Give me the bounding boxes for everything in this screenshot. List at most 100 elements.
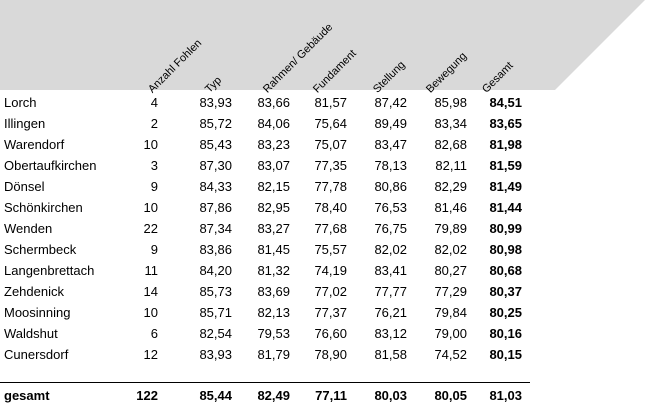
cell-place-name: Schermbeck	[4, 242, 77, 257]
table-row: Waldshut 6 82,54 79,53 76,60 83,12 79,00 80,16	[0, 323, 530, 344]
cell-place-name: Obertaufkirchen	[4, 158, 97, 173]
cell-bewegung: 80,27	[434, 263, 467, 278]
total-bewegung: 80,05	[434, 388, 467, 403]
cell-bewegung: 82,02	[434, 242, 467, 257]
cell-stellung: 89,49	[374, 116, 407, 131]
cell-rahmen-gebaeude: 82,13	[257, 305, 290, 320]
cell-fundament: 75,07	[314, 137, 347, 152]
cell-gesamt: 83,65	[489, 116, 522, 131]
cell-place-name: Dönsel	[4, 179, 45, 194]
cell-anzahl-fohlen: 6	[150, 326, 158, 341]
cell-anzahl-fohlen: 2	[150, 116, 158, 131]
cell-anzahl-fohlen: 12	[143, 347, 158, 362]
cell-place-name: Illingen	[4, 116, 46, 131]
table-row: Cunersdorf 12 83,93 81,79 78,90 81,58 74,52 80,…	[0, 344, 530, 365]
cell-gesamt: 81,44	[489, 200, 522, 215]
cell-place-name: Langenbrettach	[4, 263, 95, 278]
cell-gesamt: 80,25	[489, 305, 522, 320]
cell-place-name: Wenden	[4, 221, 53, 236]
cell-gesamt: 80,37	[489, 284, 522, 299]
total-separator	[0, 382, 530, 383]
cell-gesamt: 80,16	[489, 326, 522, 341]
cell-anzahl-fohlen: 9	[150, 242, 158, 257]
cell-place-name: Cunersdorf	[4, 347, 69, 362]
cell-fundament: 77,78	[314, 179, 347, 194]
total-anzahl-fohlen: 122	[136, 388, 158, 403]
cell-rahmen-gebaeude: 83,66	[257, 95, 290, 110]
cell-anzahl-fohlen: 10	[143, 305, 158, 320]
cell-bewegung: 85,98	[434, 95, 467, 110]
cell-fundament: 81,57	[314, 95, 347, 110]
table-row: Langenbrettach 11 84,20 81,32 74,19 83,41 80,2…	[0, 260, 530, 281]
cell-rahmen-gebaeude: 83,27	[257, 221, 290, 236]
cell-fundament: 77,37	[314, 305, 347, 320]
cell-stellung: 82,02	[374, 242, 407, 257]
cell-fundament: 75,64	[314, 116, 347, 131]
cell-stellung: 83,41	[374, 263, 407, 278]
cell-typ: 83,93	[199, 95, 232, 110]
cell-typ: 87,34	[199, 221, 232, 236]
cell-stellung: 76,21	[374, 305, 407, 320]
table-row: Moosinning 10 85,71 82,13 77,37 76,21 79,84 80,…	[0, 302, 530, 323]
cell-fundament: 77,68	[314, 221, 347, 236]
cell-fundament: 77,35	[314, 158, 347, 173]
cell-anzahl-fohlen: 10	[143, 137, 158, 152]
header-band	[0, 0, 645, 90]
cell-gesamt: 80,98	[489, 242, 522, 257]
cell-stellung: 83,12	[374, 326, 407, 341]
cell-place-name: Moosinning	[4, 305, 71, 320]
cell-place-name: Waldshut	[4, 326, 58, 341]
total-stellung: 80,03	[374, 388, 407, 403]
cell-bewegung: 82,68	[434, 137, 467, 152]
cell-gesamt: 80,99	[489, 221, 522, 236]
cell-rahmen-gebaeude: 82,15	[257, 179, 290, 194]
total-typ: 85,44	[199, 388, 232, 403]
cell-typ: 84,20	[199, 263, 232, 278]
cell-anzahl-fohlen: 9	[150, 179, 158, 194]
cell-gesamt: 80,15	[489, 347, 522, 362]
cell-typ: 83,86	[199, 242, 232, 257]
table-row: Wenden 22 87,34 83,27 77,68 76,75 79,89 80,99	[0, 218, 530, 239]
cell-typ: 85,43	[199, 137, 232, 152]
cell-bewegung: 83,34	[434, 116, 467, 131]
cell-gesamt: 80,68	[489, 263, 522, 278]
cell-rahmen-gebaeude: 82,95	[257, 200, 290, 215]
cell-bewegung: 82,29	[434, 179, 467, 194]
total-fundament: 77,11	[315, 388, 347, 403]
cell-typ: 85,73	[199, 284, 232, 299]
cell-rahmen-gebaeude: 83,07	[257, 158, 290, 173]
cell-rahmen-gebaeude: 79,53	[257, 326, 290, 341]
cell-place-name: Zehdenick	[4, 284, 64, 299]
cell-fundament: 77,02	[314, 284, 347, 299]
cell-stellung: 83,47	[374, 137, 407, 152]
cell-bewegung: 79,00	[434, 326, 467, 341]
table-row: Lorch 4 83,93 83,66 81,57 87,42 85,98 84,51	[0, 92, 530, 113]
table-row: Dönsel 9 84,33 82,15 77,78 80,86 82,29 81,49	[0, 176, 530, 197]
cell-place-name: Warendorf	[4, 137, 65, 152]
cell-typ: 82,54	[199, 326, 232, 341]
cell-bewegung: 82,11	[435, 158, 467, 173]
cell-anzahl-fohlen: 11	[144, 263, 159, 278]
total-row: gesamt 122 85,44 82,49 77,11 80,03 80,05…	[0, 385, 530, 406]
table-row: Obertaufkirchen 3 87,30 83,07 77,35 78,13 82,1…	[0, 155, 530, 176]
cell-gesamt: 84,51	[489, 95, 522, 110]
cell-stellung: 78,13	[374, 158, 407, 173]
cell-anzahl-fohlen: 14	[143, 284, 158, 299]
cell-anzahl-fohlen: 3	[150, 158, 158, 173]
cell-rahmen-gebaeude: 83,23	[257, 137, 290, 152]
cell-bewegung: 74,52	[434, 347, 467, 362]
cell-place-name: Schönkirchen	[4, 200, 83, 215]
cell-fundament: 76,60	[314, 326, 347, 341]
total-gesamt: 81,03	[489, 388, 522, 403]
cell-rahmen-gebaeude: 81,45	[257, 242, 290, 257]
cell-typ: 84,33	[199, 179, 232, 194]
cell-bewegung: 79,89	[434, 221, 467, 236]
table-row: Zehdenick 14 85,73 83,69 77,02 77,77 77,29 80,3…	[0, 281, 530, 302]
cell-rahmen-gebaeude: 81,79	[257, 347, 290, 362]
cell-stellung: 80,86	[374, 179, 407, 194]
table-row: Warendorf 10 85,43 83,23 75,07 83,47 82,68 81,9…	[0, 134, 530, 155]
cell-fundament: 78,40	[314, 200, 347, 215]
cell-fundament: 74,19	[314, 263, 347, 278]
cell-stellung: 76,53	[374, 200, 407, 215]
